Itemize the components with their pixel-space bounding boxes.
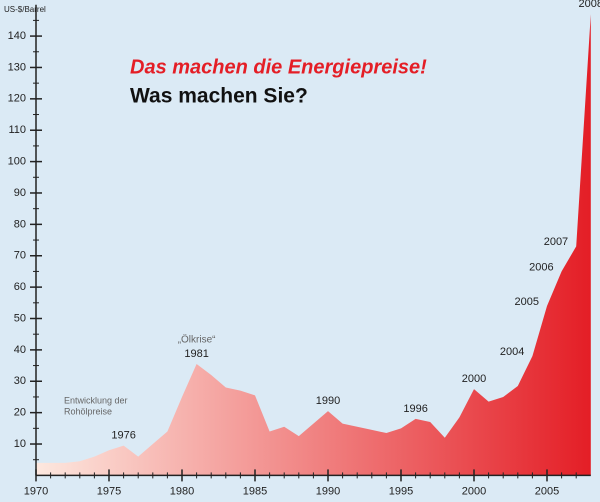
y-tick-label: 10 [14,438,26,450]
x-tick-label: 1980 [170,485,194,497]
y-tick-label: 30 [14,375,26,387]
point-label: 1996 [403,403,427,415]
x-tick-label: 1970 [24,485,48,497]
point-label: 2006 [529,261,553,273]
point-label: 1981 [184,348,208,360]
point-label: 2005 [515,296,539,308]
note: Rohölpreise [64,406,112,416]
x-tick-label: 2005 [535,485,559,497]
point-label: 2008 [579,0,600,10]
y-tick-label: 80 [14,218,26,230]
point-label: 1976 [111,429,135,441]
y-tick-label: 70 [14,250,26,262]
point-label: 2000 [462,373,486,385]
x-tick-label: 1975 [97,485,121,497]
x-tick-label: 1985 [243,485,267,497]
x-tick-label: 2000 [462,485,486,497]
y-tick-label: 40 [14,344,26,356]
point-label: 1990 [316,395,340,407]
y-tick-label: 90 [14,187,26,199]
y-tick-label: 100 [8,156,26,168]
y-tick-label: 130 [8,61,26,73]
y-tick-label: 20 [14,407,26,419]
annotation: „Ölkrise“ [178,334,216,346]
x-tick-label: 1995 [389,485,413,497]
chart-subtitle: Was machen Sie? [130,85,308,108]
y-tick-label: 120 [8,93,26,105]
y-tick-label: 140 [8,30,26,42]
point-label: 2004 [500,346,524,358]
note: Entwicklung der [64,395,128,405]
chart-title: Das machen die Energiepreise! [130,56,427,78]
y-tick-label: 60 [14,281,26,293]
x-tick-label: 1990 [316,485,340,497]
area [36,14,591,476]
y-tick-label: 50 [14,312,26,324]
point-label: 2007 [544,236,568,248]
y-tick-label: 110 [8,124,26,136]
y-axis-label: US-$/Barrel [4,5,46,14]
